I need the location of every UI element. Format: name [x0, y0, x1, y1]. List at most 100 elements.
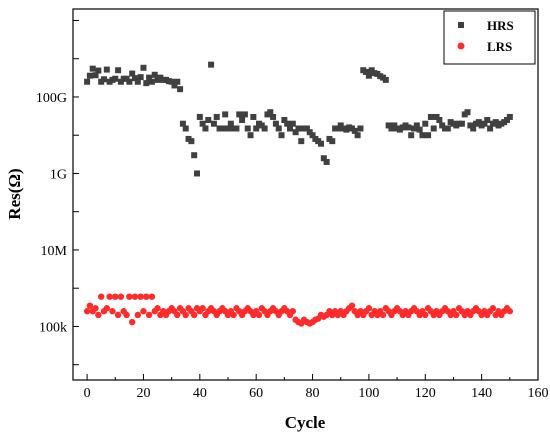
hrs-point: [309, 132, 316, 139]
hrs-point: [86, 72, 93, 79]
hrs-point: [219, 125, 226, 132]
hrs-point: [239, 116, 246, 123]
hrs-point: [261, 125, 268, 132]
hrs-point: [140, 64, 147, 71]
hrs-point: [337, 122, 344, 129]
hrs-point: [244, 125, 251, 132]
hrs-point: [250, 113, 257, 120]
hrs-point: [222, 111, 229, 118]
x-tick-label: 100: [358, 386, 379, 401]
hrs-point: [382, 76, 389, 83]
hrs-point: [467, 122, 474, 129]
hrs-point: [194, 170, 200, 177]
hrs-point: [241, 111, 248, 118]
hrs-point: [137, 74, 144, 81]
hrs-point: [306, 129, 313, 136]
hrs-point: [323, 158, 330, 165]
x-tick-label: 80: [306, 386, 320, 401]
hrs-point: [334, 125, 341, 132]
lrs-point: [453, 311, 460, 319]
hrs-point: [258, 122, 265, 129]
y-tick-label: 100G: [36, 91, 67, 106]
y-axis-title: Res(Ω): [5, 168, 24, 219]
hrs-point: [129, 70, 136, 77]
hrs-point: [177, 86, 184, 93]
lrs-point: [97, 293, 105, 300]
y-tick-label: 10M: [41, 244, 68, 259]
series-hrs: [84, 61, 513, 177]
lrs-point: [182, 311, 189, 319]
hrs-point: [354, 132, 361, 139]
hrs-point: [233, 125, 240, 132]
hrs-point: [213, 113, 220, 120]
hrs-point: [289, 120, 296, 127]
hrs-point: [303, 125, 310, 132]
hrs-point: [351, 127, 358, 134]
hrs-point: [385, 122, 392, 129]
hrs-point: [134, 78, 141, 85]
hrs-point: [278, 132, 285, 139]
lrs-point: [117, 293, 125, 300]
hrs-point: [247, 132, 254, 139]
hrs-point: [179, 120, 186, 127]
hrs-point: [444, 125, 451, 132]
hrs-point: [363, 68, 370, 75]
hrs-point: [123, 75, 130, 82]
x-tick-label: 120: [415, 386, 436, 401]
lrs-point: [126, 293, 133, 300]
lrs-point: [379, 311, 387, 319]
lrs-point: [190, 311, 198, 319]
lrs-point: [86, 302, 94, 309]
hrs-point: [391, 122, 398, 129]
legend-box: [443, 10, 536, 65]
hrs-point: [365, 72, 372, 79]
lrs-point: [145, 311, 153, 319]
hrs-point: [95, 67, 102, 74]
hrs-point: [225, 125, 231, 132]
hrs-point: [227, 120, 234, 127]
lrs-point: [112, 293, 119, 300]
hrs-point: [284, 120, 291, 127]
hrs-point: [196, 113, 203, 120]
lrs-point: [95, 311, 102, 319]
lrs-point: [148, 293, 156, 300]
hrs-point: [143, 80, 150, 87]
lrs-point: [199, 305, 206, 312]
hrs-point: [174, 78, 181, 85]
lrs-point: [143, 293, 150, 300]
lrs-point: [109, 308, 116, 315]
hrs-point: [146, 74, 153, 81]
hrs-point: [484, 116, 491, 123]
hrs-point: [84, 78, 91, 85]
hrs-point: [205, 116, 212, 123]
hrs-point: [425, 132, 432, 139]
hrs-point: [287, 125, 293, 132]
lrs-point: [83, 308, 91, 315]
lrs-point: [174, 311, 181, 319]
hrs-point: [148, 78, 155, 85]
lrs-point: [128, 318, 136, 326]
hrs-point: [275, 125, 282, 132]
hrs-point: [413, 122, 420, 129]
legend-lrs-marker: [457, 42, 465, 50]
hrs-point: [151, 71, 158, 78]
lrs-point: [489, 305, 497, 312]
lrs-point: [137, 293, 144, 300]
hrs-point: [191, 152, 198, 159]
hrs-point: [112, 75, 119, 82]
hrs-point: [318, 140, 324, 147]
hrs-point: [281, 116, 288, 123]
hrs-point: [422, 120, 429, 127]
hrs-point: [388, 125, 395, 132]
hrs-point: [506, 113, 513, 120]
lrs-point: [348, 302, 356, 309]
hrs-point: [168, 78, 175, 85]
lrs-point: [114, 311, 122, 319]
series-lrs: [83, 293, 514, 327]
lrs-point: [131, 293, 139, 300]
hrs-point: [253, 125, 260, 132]
hrs-point: [405, 124, 412, 131]
hrs-point: [267, 109, 274, 116]
hrs-point: [411, 125, 417, 132]
